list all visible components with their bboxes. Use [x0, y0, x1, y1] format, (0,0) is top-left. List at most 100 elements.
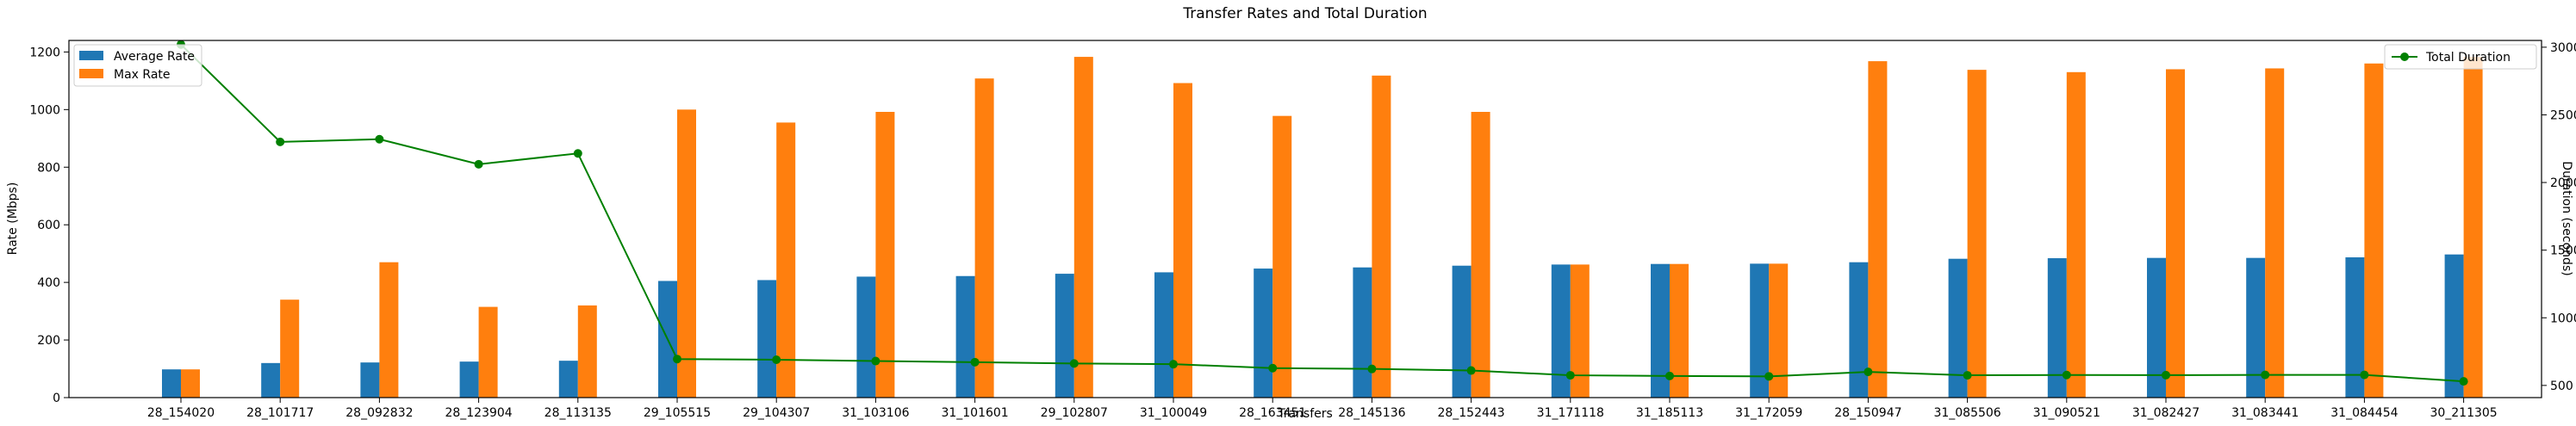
- y2-tick-label-3000: 3000: [2550, 41, 2576, 55]
- point-total-duration-31_185113: [1665, 371, 1674, 380]
- bar-max-rate-28_150947: [1868, 61, 1888, 398]
- bar-average-rate-28_113135: [558, 361, 578, 398]
- x-tick-label-29_102807: 29_102807: [1041, 406, 1108, 420]
- x-tick-label-31_172059: 31_172059: [1735, 406, 1802, 420]
- bar-max-rate-28_152443: [1471, 112, 1490, 398]
- bar-average-rate-28_163451: [1254, 269, 1273, 398]
- y-tick-label-800: 800: [37, 161, 60, 175]
- bars-layer: [162, 57, 2483, 398]
- bar-average-rate-31_103106: [856, 276, 876, 398]
- bar-max-rate-31_171118: [1570, 264, 1590, 398]
- y2-tick-label-2500: 2500: [2550, 108, 2576, 122]
- bar-average-rate-29_102807: [1055, 274, 1074, 398]
- bar-max-rate-30_211305: [2463, 57, 2483, 398]
- x-tick-label-28_123904: 28_123904: [445, 406, 512, 420]
- point-total-duration-28_145136: [1367, 364, 1377, 374]
- bar-average-rate-28_150947: [1849, 262, 1869, 398]
- bar-average-rate-28_101717: [261, 362, 281, 398]
- point-total-duration-31_103106: [871, 356, 880, 366]
- bar-average-rate-31_172059: [1750, 263, 1770, 398]
- y2-tick-label-2000: 2000: [2550, 176, 2576, 190]
- x-tick-label-31_083441: 31_083441: [2231, 406, 2299, 420]
- x-tick-label-28_163451: 28_163451: [1239, 406, 1306, 420]
- y-tick-label-600: 600: [37, 219, 60, 232]
- legend-layer: Average Rate Max Rate Total Duration: [73, 44, 2537, 87]
- x-tick-label-31_084454: 31_084454: [2330, 406, 2398, 420]
- bar-average-rate-28_123904: [459, 361, 479, 398]
- bar-average-rate-31_082427: [2147, 257, 2166, 398]
- y2-tick-label-1500: 1500: [2550, 244, 2576, 258]
- point-total-duration-28_101717: [276, 137, 285, 146]
- legend-swatch-average-rate: [79, 51, 103, 60]
- x-tick-label-31_085506: 31_085506: [1933, 406, 2000, 420]
- bar-max-rate-31_084454: [2364, 63, 2384, 398]
- point-total-duration-31_085506: [1963, 371, 1972, 380]
- bar-max-rate-31_083441: [2265, 68, 2285, 398]
- y-tick-label-1000: 1000: [29, 103, 60, 117]
- bar-max-rate-28_113135: [577, 305, 597, 398]
- x-tick-label-29_105515: 29_105515: [644, 406, 711, 420]
- bar-max-rate-31_101601: [974, 78, 994, 398]
- bar-max-rate-31_090521: [2066, 71, 2086, 398]
- x-tick-label-31_103106: 31_103106: [842, 406, 909, 420]
- point-total-duration-28_092832: [375, 134, 384, 144]
- legend-marker-total-duration: [2400, 52, 2409, 61]
- point-total-duration-31_084454: [2360, 370, 2369, 380]
- bar-max-rate-31_100049: [1173, 83, 1192, 398]
- plot-frame: [68, 40, 2542, 398]
- point-total-duration-31_083441: [2261, 370, 2270, 380]
- bar-average-rate-28_154020: [162, 369, 181, 398]
- x-tick-label-28_154020: 28_154020: [147, 406, 215, 420]
- bar-max-rate-28_154020: [181, 369, 200, 398]
- bar-average-rate-31_090521: [2047, 258, 2067, 398]
- x-tick-label-28_150947: 28_150947: [1834, 406, 1901, 420]
- point-total-duration-28_163451: [1268, 363, 1278, 373]
- x-tick-label-31_100049: 31_100049: [1140, 406, 1207, 420]
- bar-max-rate-28_163451: [1272, 115, 1292, 398]
- point-total-duration-31_172059: [1764, 372, 1774, 381]
- legend-left-box: [73, 44, 202, 87]
- y-tick-label-400: 400: [37, 276, 60, 290]
- line-total-duration: [180, 44, 2464, 383]
- point-total-duration-30_211305: [2459, 377, 2468, 386]
- bar-max-rate-28_092832: [379, 262, 399, 398]
- y2-axis-label: Duration (seconds): [2560, 161, 2573, 275]
- x-tick-label-28_101717: 28_101717: [246, 406, 314, 420]
- x-tick-label-31_082427: 31_082427: [2132, 406, 2200, 420]
- bar-average-rate-31_185113: [1651, 263, 1670, 398]
- bar-average-rate-31_085506: [1948, 258, 1968, 398]
- chart-title: Transfer Rates and Total Duration: [1182, 5, 1427, 22]
- legend-label-max-rate: Max Rate: [114, 68, 171, 82]
- bar-average-rate-31_100049: [1154, 272, 1173, 398]
- y2-tick-label-500: 500: [2550, 380, 2573, 393]
- bar-average-rate-28_152443: [1452, 265, 1472, 398]
- point-total-duration-31_100049: [1169, 360, 1178, 369]
- x-tick-label-30_211305: 30_211305: [2430, 406, 2497, 420]
- point-total-duration-31_082427: [2162, 370, 2170, 380]
- x-tick-label-29_104307: 29_104307: [743, 406, 810, 420]
- bar-average-rate-28_092832: [360, 362, 380, 398]
- bar-average-rate-29_104307: [757, 280, 777, 398]
- point-total-duration-31_101601: [970, 357, 980, 367]
- bar-max-rate-28_123904: [478, 306, 498, 398]
- point-total-duration-28_152443: [1466, 366, 1476, 375]
- x-tick-label-28_152443: 28_152443: [1437, 406, 1504, 420]
- x-tick-label-31_171118: 31_171118: [1537, 406, 1604, 420]
- x-axis-label: Transfers: [1277, 407, 1333, 421]
- point-total-duration-28_123904: [474, 159, 483, 169]
- bar-average-rate-31_171118: [1551, 264, 1571, 398]
- bar-max-rate-29_104307: [776, 122, 796, 398]
- legend-label-total-duration: Total Duration: [2425, 51, 2511, 65]
- point-total-duration-29_102807: [1069, 359, 1079, 368]
- bar-max-rate-28_101717: [280, 299, 300, 398]
- bar-average-rate-30_211305: [2444, 254, 2464, 398]
- bar-average-rate-31_101601: [955, 275, 975, 398]
- x-tick-label-28_092832: 28_092832: [345, 406, 413, 420]
- point-total-duration-28_113135: [573, 149, 582, 158]
- bar-max-rate-31_085506: [1967, 70, 1987, 398]
- legend-right-box: [2384, 44, 2537, 70]
- point-total-duration-28_150947: [1864, 367, 1873, 377]
- x-tick-label-28_113135: 28_113135: [544, 406, 612, 420]
- y-tick-label-1200: 1200: [29, 46, 60, 59]
